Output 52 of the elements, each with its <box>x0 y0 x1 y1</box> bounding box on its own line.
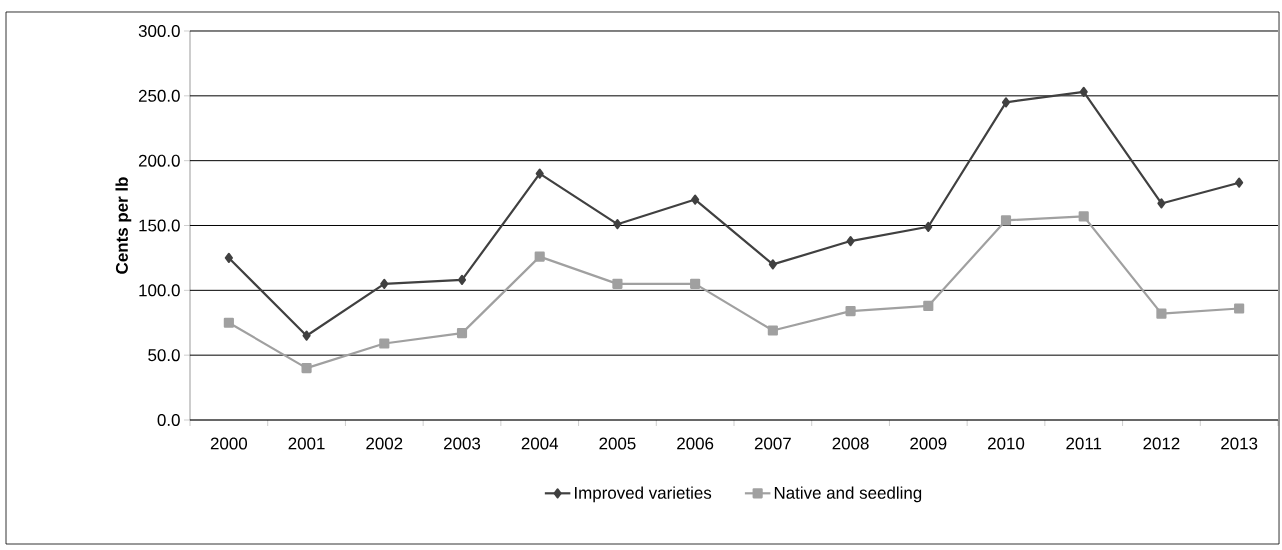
point <box>457 274 467 286</box>
y-tick-label: 50.0 <box>148 349 180 362</box>
x-tick-label: 2005 <box>599 437 636 450</box>
point <box>1078 211 1089 222</box>
point <box>302 330 311 341</box>
point <box>223 317 234 328</box>
point <box>690 278 701 289</box>
point <box>923 300 934 311</box>
point <box>1001 97 1011 108</box>
point <box>767 325 778 336</box>
point <box>535 168 544 179</box>
x-tick-label: 2012 <box>1143 437 1180 450</box>
x-tick-label: 2011 <box>1066 437 1102 450</box>
x-tick-label: 2007 <box>754 437 791 450</box>
x-tick-label: 2006 <box>677 437 714 450</box>
point <box>1079 86 1088 98</box>
point <box>846 235 855 247</box>
point <box>380 278 389 289</box>
point <box>456 328 468 339</box>
y-tick-label: 300.0 <box>138 25 180 37</box>
y-tick-label: 0.0 <box>157 414 180 426</box>
x-tick-label: 2000 <box>210 437 248 450</box>
point <box>1156 308 1167 319</box>
point <box>301 363 312 374</box>
x-tick-label: 2001 <box>288 437 325 450</box>
y-tick-label: 200.0 <box>138 154 180 167</box>
point <box>1234 303 1245 314</box>
y-tick-label: 100.0 <box>139 284 180 297</box>
point <box>924 221 933 232</box>
point <box>534 251 545 262</box>
x-tick-label: 2009 <box>910 437 947 450</box>
point <box>1235 177 1244 188</box>
point <box>224 252 233 263</box>
x-tick-label: 2004 <box>521 437 559 450</box>
point <box>845 305 856 317</box>
y-tick-label: 150.0 <box>139 219 180 232</box>
point <box>613 219 622 230</box>
point <box>691 194 700 205</box>
point <box>1000 215 1012 226</box>
legend-label: Native and seedling <box>774 486 922 503</box>
x-tick-label: 2010 <box>988 437 1025 450</box>
point <box>768 259 777 270</box>
point <box>379 338 390 349</box>
point <box>612 278 623 289</box>
y-tick-label: 250.0 <box>138 89 180 102</box>
y-axis-title: Cents per lb <box>115 177 132 274</box>
legend-label: Improved varieties <box>575 486 712 503</box>
x-tick-label: 2002 <box>366 437 403 450</box>
x-tick-label: 2013 <box>1221 437 1258 450</box>
point <box>1157 198 1166 209</box>
x-tick-label: 2003 <box>444 437 481 450</box>
x-tick-label: 2008 <box>832 437 869 450</box>
